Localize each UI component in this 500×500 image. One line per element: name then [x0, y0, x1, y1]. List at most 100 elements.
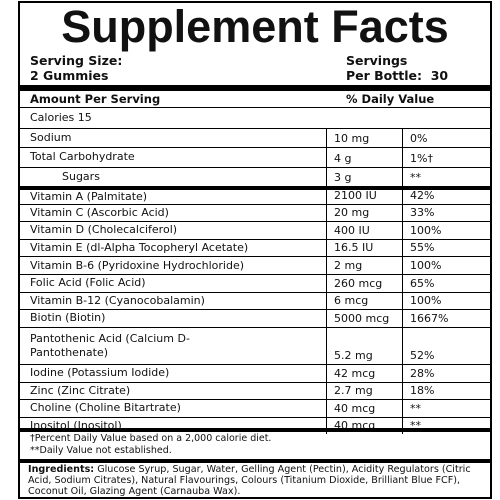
nutrient-name-cell: Folic Acid (Folic Acid) — [20, 275, 326, 292]
header: Amount Per Serving % Daily Value — [20, 91, 490, 107]
daily-value: 65% — [410, 276, 435, 290]
daily-value: ** — [410, 171, 421, 184]
nutrient-row: Zinc (Zinc Citrate) 2.7 mg 18% — [20, 381, 490, 400]
daily-value: 100% — [410, 294, 442, 308]
thick-rule — [20, 85, 490, 91]
amount: 400 IU — [334, 223, 370, 237]
daily-value: 18% — [410, 384, 435, 398]
daily-value: 1667% — [410, 311, 449, 325]
nutrient-name: Vitamin C (Ascorbic Acid) — [30, 205, 169, 219]
nutrient-name: Zinc (Zinc Citrate) — [30, 383, 131, 397]
amount-cell: 400 IU — [326, 222, 402, 239]
nutrient-name: Vitamin B-12 (Cyanocobalamin) — [30, 293, 205, 307]
amount-cell: 42 mcg — [326, 364, 402, 382]
dv-cell: ** — [402, 417, 490, 435]
nutrient-row: Calories 15 — [20, 108, 490, 128]
dv-cell: 52% — [402, 327, 490, 364]
nutrient-name-cell: Vitamin B-12 (Cyanocobalamin) — [20, 293, 326, 310]
nutrient-name-cell: Iodine (Potassium Iodide) — [20, 365, 326, 382]
amount-cell: 4 g — [326, 148, 402, 167]
amount-cell: 260 mcg — [326, 274, 402, 292]
nutrient-row: Vitamin C (Ascorbic Acid) 20 mg 33% — [20, 203, 490, 222]
daily-value: ** — [410, 419, 421, 433]
nutrient-name-cell: Sodium — [20, 129, 326, 148]
nutrient-row: Vitamin D (Cholecalciferol) 400 IU 100% — [20, 221, 490, 239]
dv-cell: 33% — [402, 204, 490, 222]
dv-header: % Daily Value — [346, 92, 435, 106]
daily-value: 33% — [410, 206, 435, 220]
footnote: †Percent Daily Value based on a 2,000 ca… — [30, 433, 272, 444]
title: Supplement Facts — [61, 1, 449, 52]
daily-value: 55% — [410, 241, 435, 255]
amount: 2100 IU — [334, 188, 377, 202]
nutrient-name-cell: Vitamin A (Palmitate) — [20, 190, 326, 204]
dv-cell: 28% — [402, 364, 490, 382]
amount-cell: 2.7 mg — [326, 382, 402, 400]
dv-cell: 42% — [402, 188, 490, 204]
nutrient-row: Vitamin B-12 (Cyanocobalamin) 6 mcg 100% — [20, 291, 490, 310]
servings-label: Servings — [346, 53, 408, 68]
nutrient-name-cell: Choline (Choline Bitartrate) — [20, 400, 326, 417]
amount-cell: 20 mg — [326, 204, 402, 222]
amount: 260 mcg — [334, 276, 383, 290]
amount: 10 mg — [334, 132, 370, 145]
serving-size: Serving Size: 2 Gummies — [30, 53, 122, 83]
daily-value: 52% — [410, 348, 435, 362]
nutrient-name-cell: Biotin (Biotin) — [20, 310, 326, 327]
amount-cell: 10 mg — [326, 128, 402, 147]
amount: 5.2 mg — [334, 348, 373, 362]
amount-cell: 16.5 IU — [326, 239, 402, 257]
nutrient-name: Pantothenic Acid (Calcium D- — [30, 331, 190, 345]
nutrient-name: Pantothenate) — [30, 345, 109, 359]
serving-size-label: Serving Size: — [30, 53, 123, 68]
amount: 2.7 mg — [334, 384, 373, 398]
nutrient-row: Total Carbohydrate 4 g 1%† — [20, 147, 490, 167]
nutrient-name: Total Carbohydrate — [30, 150, 135, 164]
servings: Servings Per Bottle: 30 — [346, 53, 448, 83]
nutrient-name: Calories 15 — [30, 110, 92, 124]
nutrient-row: Folic Acid (Folic Acid) 260 mcg 65% — [20, 273, 490, 292]
amount: 4 g — [334, 151, 352, 165]
nutrient-row: Vitamin A (Palmitate) 2100 IU 42% — [20, 186, 490, 204]
nutrient-row: Vitamin B-6 (Pyridoxine Hydrochloride) 2 … — [20, 256, 490, 274]
nutrient-name: Vitamin A (Palmitate) — [30, 189, 148, 203]
dv-cell: 100% — [402, 257, 490, 274]
nutrient-rows: Calories 15 Sodium 10 mg 0% Total Carbohydra… — [20, 108, 490, 435]
amount-cell: 3 g — [326, 167, 402, 186]
amount: 42 mcg — [334, 366, 376, 380]
amount: 2 mg — [334, 258, 363, 272]
amount-cell: 2100 IU — [326, 188, 402, 204]
dv-cell: 18% — [402, 382, 490, 400]
amount-header: Amount Per Serving — [30, 92, 161, 106]
dv-cell: ** — [402, 167, 490, 186]
ingredients-label: Ingredients: — [28, 464, 95, 475]
amount-cell: 2 mg — [326, 257, 402, 274]
nutrient-name-cell: Vitamin B-6 (Pyridoxine Hydrochloride) — [20, 257, 326, 274]
amount: 16.5 IU — [334, 241, 374, 255]
ingredients-text: Glucose Syrup, Sugar, Water, Gelling Age… — [28, 464, 471, 497]
daily-value: ** — [410, 401, 421, 415]
nutrient-name: Iodine (Potassium Iodide) — [30, 366, 170, 380]
amount-cell: 6 mcg — [326, 292, 402, 310]
daily-value: 0% — [410, 132, 428, 145]
dv-cell: 1%† — [402, 148, 490, 167]
nutrient-name-cell: Vitamin C (Ascorbic Acid) — [20, 205, 326, 222]
dv-cell: 100% — [402, 222, 490, 239]
serving-size-value: 2 Gummies — [30, 68, 109, 83]
servings-value-label: Per Bottle: — [346, 68, 422, 83]
nutrient-row: Vitamin E (dl-Alpha Tocopheryl Acetate) 1… — [20, 238, 490, 257]
nutrient-name: Choline (Choline Bitartrate) — [30, 401, 181, 415]
thick-rule — [20, 459, 490, 463]
daily-value: 42% — [410, 188, 435, 202]
nutrient-name: Sugars — [62, 169, 100, 183]
ingredients: Ingredients: Glucose Syrup, Sugar, Water… — [28, 464, 484, 497]
dv-cell: 0% — [402, 128, 490, 147]
nutrient-name-cell: Vitamin E (dl-Alpha Tocopheryl Acetate) — [20, 240, 326, 257]
dv-cell: 65% — [402, 274, 490, 292]
daily-value: 1%† — [410, 151, 433, 165]
amount: 20 mg — [334, 206, 370, 220]
dv-cell: 55% — [402, 239, 490, 257]
amount: 5000 mcg — [334, 311, 390, 325]
nutrient-row: Sugars 3 g ** — [20, 166, 490, 186]
nutrient-name-cell: Pantothenic Acid (Calcium D- Pantothenate… — [20, 328, 326, 364]
